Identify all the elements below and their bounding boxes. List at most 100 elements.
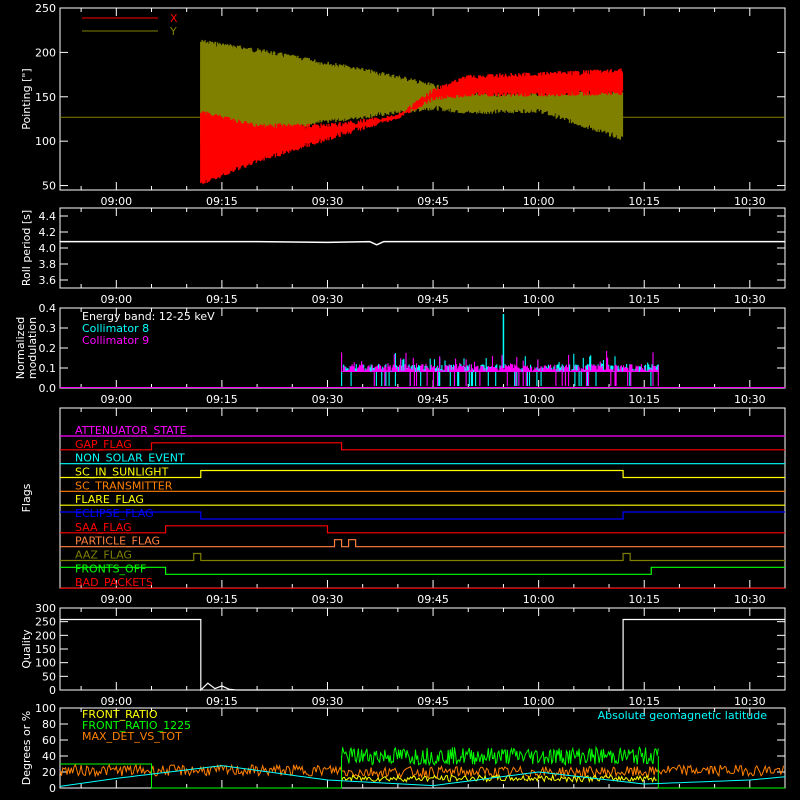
geomagnetic-latitude-line: [59, 765, 786, 787]
flag-trace: [60, 469, 785, 479]
legend-label: X: [170, 12, 178, 25]
y-axis-label: Degrees or %: [20, 711, 33, 785]
x-tick-label: 09:00: [100, 195, 132, 208]
roll-period-panel: 09:00 09:15 09:30 09:45 10:00 10:15 10:30 3.6 3.…: [20, 207, 786, 306]
x-tick-label: 09:30: [312, 593, 344, 606]
legend-label: Energy band: 12-25 keV: [82, 310, 215, 323]
y-tick-label: 3.8: [39, 258, 57, 271]
y-tick-label: 50: [42, 670, 56, 683]
flag-label: ATTENUATOR_STATE: [75, 424, 187, 437]
x-tick-label: 09:00: [100, 393, 132, 406]
front-ratio-1225-step: [60, 756, 343, 789]
x-tick-label: 09:00: [100, 593, 132, 606]
x-tick-label: 10:30: [734, 393, 766, 406]
x-tick-label: 09:45: [417, 695, 449, 708]
flag-trace: [60, 442, 785, 451]
x-tick-label: 10:15: [628, 293, 660, 306]
legend-label: Collimator 8: [82, 322, 149, 335]
y-tick-label: 60: [42, 734, 56, 747]
quality-line: [60, 618, 785, 692]
x-tick-label: 09:30: [312, 293, 344, 306]
x-tick-label: 10:00: [523, 195, 555, 208]
y-tick-label: 250: [35, 2, 56, 15]
flag-label: SAA_FLAG: [75, 521, 132, 534]
modulation-panel: 09:00 09:15 09:30 09:45 10:00 10:15 10:30 0.0 0.…: [14, 302, 786, 406]
x-tick-label: 10:00: [523, 695, 555, 708]
x-tick-label: 09:00: [100, 695, 132, 708]
y-tick-label: 20: [42, 766, 56, 779]
y-axis-label: Pointing ["]: [20, 68, 33, 129]
x-tick-label: 09:15: [206, 593, 238, 606]
x-tick-label: 10:00: [523, 393, 555, 406]
y-axis-label: Roll period [s]: [20, 210, 33, 286]
x-tick-label: 10:15: [628, 695, 660, 708]
panel-frame: [59, 207, 786, 289]
x-tick-label: 10:00: [523, 293, 555, 306]
flag-label: SC_TRANSMITTER: [75, 479, 173, 492]
x-tick-label: 09:45: [417, 393, 449, 406]
x-tick-label: 10:15: [628, 195, 660, 208]
y-tick-label: 50: [42, 180, 56, 193]
x-tick-label: 09:30: [312, 695, 344, 708]
y-tick-label: 150: [35, 91, 56, 104]
y-tick-label: 200: [35, 46, 56, 59]
y-axis-label: Quality: [20, 629, 33, 669]
y-tick-label: 80: [42, 718, 56, 731]
y-tick-label: 0.0: [39, 382, 57, 395]
legend-label: Collimator 9: [82, 334, 149, 347]
y-axis-label: Flags: [20, 483, 33, 512]
y-tick-label: 3.6: [39, 274, 57, 287]
panel-frame: [59, 607, 786, 691]
x-tick-label: 09:45: [417, 195, 449, 208]
legend-label: FRONT_RATIO: [82, 708, 158, 721]
flag-label: ECLIPSE_FLAG: [75, 507, 154, 520]
flag-label: AAZ_FLAG: [75, 549, 132, 562]
y-tick-label: 0.2: [39, 342, 57, 355]
front-ratio-1225-line: [341, 745, 659, 767]
flag-label: PARTICLE_FLAG: [75, 535, 160, 548]
y-tick-label: 0: [49, 782, 56, 795]
x-tick-label: 09:30: [312, 393, 344, 406]
flag-label: FLARE_FLAG: [75, 493, 144, 506]
flag-trace: [60, 566, 785, 575]
x-tick-label: 09:45: [417, 293, 449, 306]
y-tick-label: 100: [35, 702, 56, 715]
flag-trace: [60, 525, 785, 534]
y-tick-label: 200: [35, 629, 56, 642]
legend-label: MAX_DET_VS_TOT: [82, 730, 182, 743]
flags-panel: 09:00 09:15 09:30 09:45 10:00 10:15 10:30 Flags…: [20, 407, 786, 606]
front-ratio-line: [341, 773, 658, 784]
y-tick-label: 0: [49, 684, 56, 697]
flag-label: BAD_PACKETS: [75, 576, 153, 589]
x-tick-label: 09:15: [206, 695, 238, 708]
flag-trace: [60, 539, 785, 548]
flag-label: FRONTS_OFF: [75, 562, 146, 575]
y-tick-label: 4.4: [39, 210, 57, 223]
x-tick-label: 10:30: [734, 695, 766, 708]
x-tick-label: 10:30: [734, 195, 766, 208]
x-tick-label: 10:30: [734, 593, 766, 606]
x-tick-label: 09:15: [206, 393, 238, 406]
y-tick-label: 40: [42, 750, 56, 763]
x-tick-label: 10:00: [523, 593, 555, 606]
max-det-vs-tot-line: [59, 763, 785, 780]
x-tick-label: 09:45: [417, 593, 449, 606]
quality-panel: 09:00 09:15 09:30 09:45 10:00 10:15 10:30 05010…: [20, 602, 786, 708]
y-tick-label: 0.3: [39, 322, 57, 335]
annotation-label: Absolute geomagnetic latitude: [598, 709, 768, 722]
x-tick-label: 09:00: [100, 293, 132, 306]
x-tick-label: 09:15: [206, 293, 238, 306]
modulation-collimator-9: [341, 350, 659, 386]
y-tick-label: 0.1: [39, 362, 57, 375]
x-tick-label: 10:15: [628, 593, 660, 606]
flag-label: SC_IN_SUNLIGHT: [75, 466, 169, 479]
y-tick-label: 300: [35, 602, 56, 615]
flag-label: GAP_FLAG: [75, 438, 132, 451]
y-tick-label: 0.4: [39, 302, 57, 315]
legend-label: Y: [169, 25, 177, 38]
y-tick-label: 4.2: [39, 226, 57, 239]
x-tick-label: 09:30: [312, 195, 344, 208]
y-tick-label: 100: [35, 657, 56, 670]
